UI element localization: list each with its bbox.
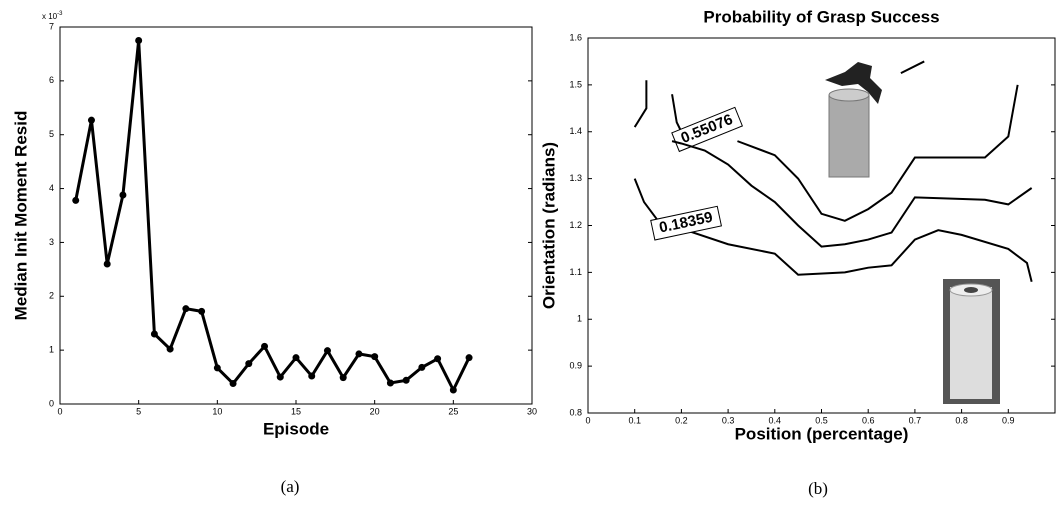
data-point	[371, 353, 379, 361]
y-tick-label: 1	[577, 314, 582, 324]
y-tick-label: 7	[49, 21, 54, 31]
y-tick-label: 6	[49, 75, 54, 85]
x-tick-label: 0.7	[909, 415, 922, 425]
x-tick-label: 20	[370, 406, 380, 416]
x-tick-label: 0.2	[675, 415, 688, 425]
y-tick-label: 3	[49, 237, 54, 247]
data-point	[339, 374, 347, 382]
data-point	[386, 379, 394, 387]
data-point	[198, 307, 206, 315]
y-tick-label: 4	[49, 183, 54, 193]
plot-frame	[59, 26, 533, 405]
chart-title: Probability of Grasp Success	[703, 7, 939, 26]
contour-label-box	[650, 205, 722, 241]
scale-base: x 10	[42, 12, 58, 21]
x-tick-label: 5	[136, 406, 141, 416]
scale-exponent: -3	[57, 11, 63, 17]
x-tick-label: 25	[448, 406, 458, 416]
y-tick-label: 1.4	[569, 126, 582, 136]
x-tick-label: 0.6	[862, 415, 875, 425]
y-tick-label: 1.2	[569, 220, 582, 230]
caption: (b)	[808, 479, 828, 498]
y-axis-label: Orientation (radians)	[539, 142, 558, 309]
y-tick-label: 0.8	[569, 407, 582, 417]
contour-line	[633, 60, 1019, 222]
x-tick-label: 0.8	[955, 415, 968, 425]
data-point	[135, 36, 143, 44]
caption: (a)	[281, 477, 300, 496]
x-axis-label: Episode	[263, 419, 329, 438]
y-axis-label: Median Init Moment Resid	[11, 111, 30, 321]
x-tick-label: 0.5	[815, 415, 828, 425]
data-point	[355, 350, 363, 358]
data-point	[465, 354, 473, 362]
y-tick-label: 1	[49, 345, 54, 355]
data-point	[292, 354, 300, 362]
contour-line	[671, 140, 1033, 248]
y-tick-label: 2	[49, 291, 54, 301]
data-point	[119, 191, 127, 199]
y-tick-label: 5	[49, 129, 54, 139]
data-point	[418, 363, 426, 371]
data-point	[229, 380, 237, 388]
chart: 0 5 10 15 20 25 30 0 1 2 3 4 5 6 7 Episode Median Init M…	[11, 11, 537, 496]
data-point	[434, 355, 442, 363]
contour-label: 0.18359	[650, 205, 722, 241]
towel-roll-photo	[943, 279, 1000, 404]
x-axis-label: Position (percentage)	[735, 424, 909, 443]
data-point	[213, 364, 221, 372]
data-point	[72, 196, 80, 204]
data-point	[103, 260, 111, 268]
x-tick-label: 30	[527, 406, 537, 416]
gripper-illustration	[825, 62, 882, 178]
x-tick-label: 10	[212, 406, 222, 416]
data-point	[323, 347, 331, 355]
x-tick-label: 0.1	[628, 415, 641, 425]
data-point	[87, 116, 95, 124]
x-tick-label: 0.9	[1002, 415, 1015, 425]
data-point	[166, 345, 174, 353]
chart: 0 0.1 0.2 0.3 0.4 0.5 0.6 0.7 0.8 0.9 0.8 0.9 1 1.1 1.…	[539, 7, 1056, 498]
x-tick-label: 0.4	[769, 415, 782, 425]
data-point	[150, 330, 158, 338]
data-point	[245, 360, 253, 368]
data-point	[182, 305, 190, 313]
contour-label-text: 0.55076	[679, 111, 736, 147]
data-point	[402, 376, 410, 384]
x-tick-label: 15	[291, 406, 301, 416]
data-point	[449, 386, 457, 394]
scale-note: x 10-3	[42, 11, 63, 22]
data-point	[261, 342, 269, 350]
x-tick-label: 0	[57, 406, 62, 416]
x-tick-label: 0	[585, 415, 590, 425]
data-point	[276, 373, 284, 381]
y-tick-label: 1.1	[569, 267, 582, 277]
y-tick-label: 1.3	[569, 173, 582, 183]
data-point	[308, 372, 316, 380]
y-tick-label: 1.5	[569, 79, 582, 89]
y-tick-label: 1.6	[569, 32, 582, 42]
x-tick-label: 0.3	[722, 415, 735, 425]
y-tick-label: 0	[49, 398, 54, 408]
y-tick-label: 0.9	[569, 361, 582, 371]
data-line	[74, 40, 471, 394]
